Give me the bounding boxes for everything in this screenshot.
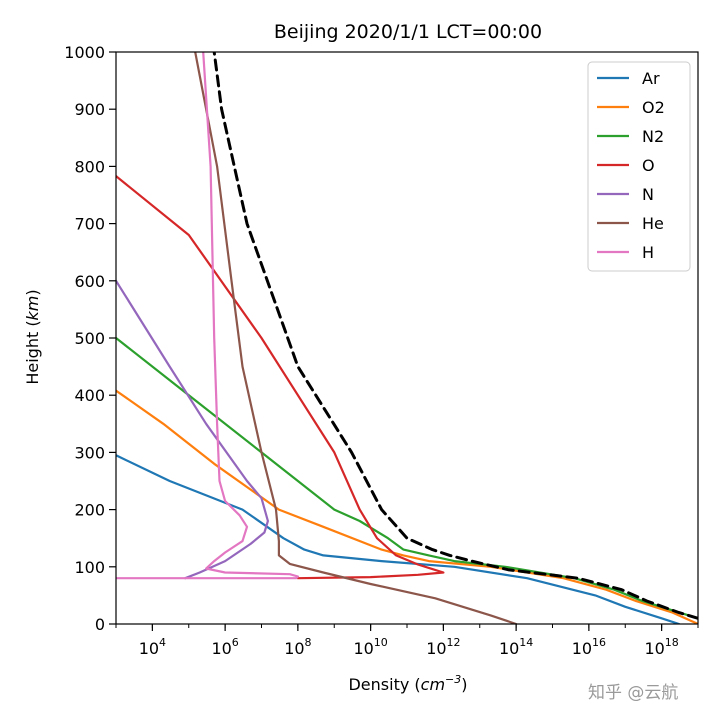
- series-line-o2: [116, 389, 698, 624]
- y-tick-label: 1000: [64, 43, 105, 62]
- y-tick-label: 100: [74, 558, 105, 577]
- y-tick-label: 300: [74, 443, 105, 462]
- x-tick-label: 1014: [499, 636, 533, 658]
- y-tick-label: 400: [74, 386, 105, 405]
- legend: Ar O2 N2 ON He H: [587, 61, 691, 272]
- series-line-n: [116, 279, 269, 580]
- x-tick-label: 1012: [426, 636, 460, 658]
- series-line-he: [194, 52, 518, 624]
- x-axis-label-pre: Density (: [348, 675, 420, 694]
- legend-label-ar: Ar: [642, 69, 660, 88]
- y-tick-label: 900: [74, 100, 105, 119]
- x-axis-label-post: ): [461, 675, 467, 694]
- x-tick-label: 106: [211, 636, 238, 658]
- watermark-text: 知乎 @云航: [588, 683, 679, 703]
- legend-label-h: H: [642, 243, 654, 262]
- legend-box: [587, 61, 691, 272]
- legend-label-he: He: [642, 214, 664, 233]
- y-tick-label: 600: [74, 272, 105, 291]
- y-axis-ticks: 0 100 200 300 400 500 600 700 800 900 1000: [64, 43, 116, 634]
- y-tick-label: 500: [74, 329, 105, 348]
- y-tick-label: 700: [74, 215, 105, 234]
- series-line-ar: [116, 454, 681, 624]
- x-tick-label: 1018: [644, 636, 678, 658]
- y-axis-label-pre: Height (: [23, 320, 42, 384]
- plot-series: [116, 52, 698, 624]
- y-axis-label-post: ): [23, 289, 42, 295]
- series-line-total: [212, 52, 698, 620]
- x-axis-label: Density (cm−3): [348, 673, 467, 694]
- chart-title: Beijing 2020/1/1 LCT=00:00: [274, 21, 542, 43]
- x-tick-label: 1010: [353, 636, 387, 658]
- x-axis-label-exp: −3: [445, 673, 461, 686]
- legend-label-o2: O2: [642, 98, 665, 117]
- series-line-o: [116, 175, 445, 580]
- series-line-h: [116, 52, 299, 580]
- y-tick-label: 200: [74, 501, 105, 520]
- series-line-n2: [116, 336, 698, 620]
- x-tick-label: 1016: [572, 636, 606, 658]
- legend-label-n: N: [642, 185, 654, 204]
- x-axis-ticks: 104 106 108 1010 1012 1014 1016 1018: [115, 624, 699, 658]
- y-tick-label: 0: [95, 615, 105, 634]
- y-tick-label: 800: [74, 157, 105, 176]
- x-axis-label-var: cm: [421, 675, 445, 694]
- y-axis-label: Height (km): [23, 289, 42, 384]
- y-axis-label-var: km: [23, 296, 42, 321]
- x-tick-label: 108: [284, 636, 311, 658]
- x-tick-label: 104: [139, 636, 166, 658]
- legend-label-n2: N2: [642, 127, 664, 146]
- legend-label-o: O: [642, 156, 655, 175]
